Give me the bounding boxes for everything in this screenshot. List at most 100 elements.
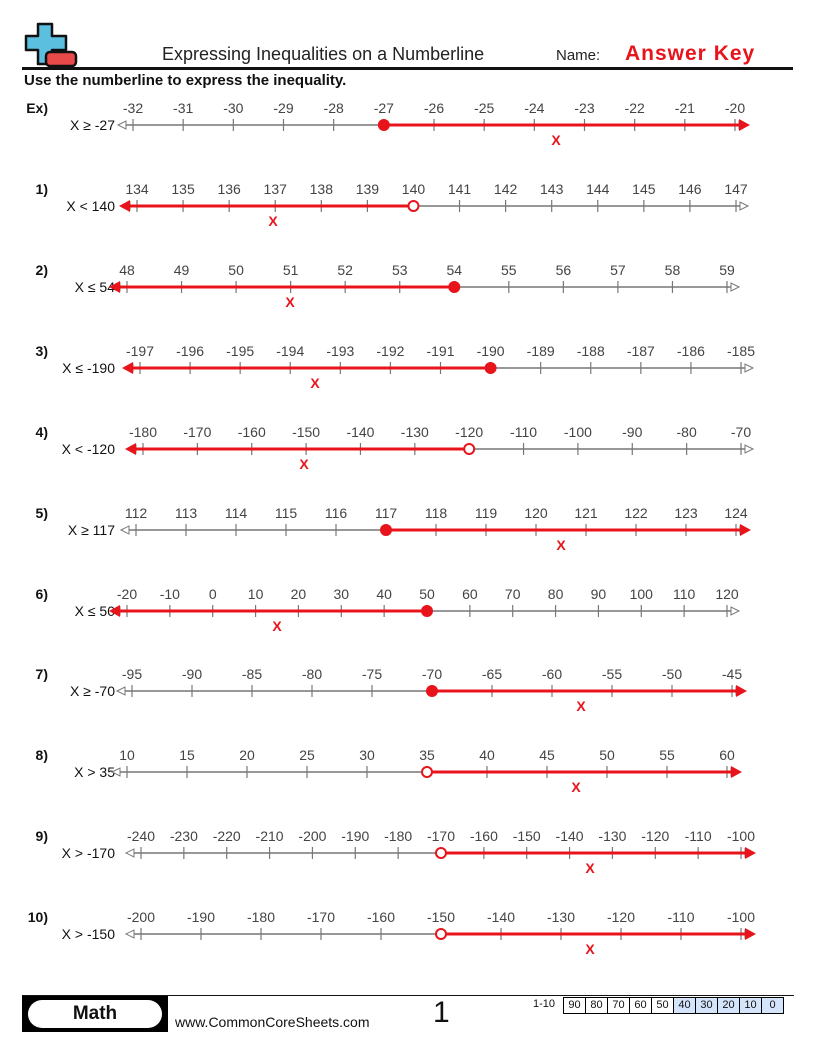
open-point xyxy=(407,200,420,212)
tick-label: -110 xyxy=(685,828,712,844)
problem-number: 9) xyxy=(35,828,48,844)
tick-label: 112 xyxy=(125,505,148,521)
open-point xyxy=(463,443,476,455)
tick-label: -230 xyxy=(170,828,198,844)
answer-mark: X xyxy=(299,456,309,472)
tick-label: 120 xyxy=(715,586,739,602)
inequality: X ≤ 54 xyxy=(74,279,115,295)
tick-label: -70 xyxy=(731,424,751,440)
tick-label: -100 xyxy=(727,909,755,925)
tick-label: 10 xyxy=(248,586,264,602)
inequality: X > -150 xyxy=(61,926,115,942)
answer-mark: X xyxy=(571,779,581,795)
solution-arrow-icon xyxy=(109,281,120,293)
tick-label: -150 xyxy=(427,909,455,925)
tick-label: -180 xyxy=(129,424,157,440)
tick-label: 20 xyxy=(291,586,307,602)
tick-label: 118 xyxy=(425,505,448,521)
solution-arrow-icon xyxy=(119,200,130,212)
closed-point xyxy=(426,685,438,697)
tick-label: -75 xyxy=(362,666,382,682)
right-arrow-icon xyxy=(739,201,750,211)
tick-label: 70 xyxy=(505,586,521,602)
left-arrow-icon xyxy=(110,767,121,777)
tick-label: -120 xyxy=(641,828,669,844)
left-arrow-icon xyxy=(124,848,135,858)
left-arrow-icon xyxy=(115,686,126,696)
tick-label: 122 xyxy=(624,505,648,521)
tick-label: -26 xyxy=(424,100,444,116)
tick-label: 114 xyxy=(225,505,248,521)
solution-arrow-icon xyxy=(125,443,136,455)
tick-label: 117 xyxy=(375,505,398,521)
tick-label: -31 xyxy=(173,100,193,116)
answer-mark: X xyxy=(272,618,282,634)
tick-label: -188 xyxy=(577,343,605,359)
inequality: X < -120 xyxy=(61,441,115,457)
problem-number: 3) xyxy=(35,343,48,359)
tick-label: 58 xyxy=(665,262,681,278)
tick-label: -187 xyxy=(627,343,655,359)
tick-label: -100 xyxy=(727,828,755,844)
tick-label: -120 xyxy=(607,909,635,925)
tick-label: -220 xyxy=(213,828,241,844)
solution-arrow-icon xyxy=(736,685,747,697)
score-cell: 40 xyxy=(673,998,695,1013)
tick-label: 56 xyxy=(556,262,572,278)
score-cell: 70 xyxy=(607,998,629,1013)
logo xyxy=(24,22,78,68)
tick-label: -120 xyxy=(455,424,483,440)
tick-label: -28 xyxy=(324,100,344,116)
tick-label: 110 xyxy=(673,586,696,602)
tick-label: 60 xyxy=(719,747,735,763)
tick-label: 51 xyxy=(283,262,299,278)
tick-label: 45 xyxy=(539,747,555,763)
tick-label: 121 xyxy=(574,505,598,521)
answer-mark: X xyxy=(556,537,566,553)
tick-label: 55 xyxy=(501,262,517,278)
tick-label: 30 xyxy=(359,747,375,763)
tick-label: -85 xyxy=(242,666,262,682)
answer-mark: X xyxy=(551,132,561,148)
tick-label: 10 xyxy=(119,747,135,763)
tick-label: -60 xyxy=(542,666,562,682)
problem-number: 7) xyxy=(35,666,48,682)
tick-label: 116 xyxy=(325,505,348,521)
tick-label: -90 xyxy=(622,424,642,440)
score-cell: 60 xyxy=(629,998,651,1013)
tick-label: 50 xyxy=(419,586,435,602)
tick-label: -160 xyxy=(470,828,498,844)
tick-label: -196 xyxy=(176,343,204,359)
problem-number: 2) xyxy=(35,262,48,278)
answer-mark: X xyxy=(576,698,586,714)
problem-number: 5) xyxy=(35,505,48,521)
inequality: X ≤ 50 xyxy=(74,603,115,619)
tick-label: -10 xyxy=(160,586,180,602)
solution-arrow-icon xyxy=(739,119,750,131)
tick-label: -25 xyxy=(474,100,494,116)
name-value: Answer Key xyxy=(625,42,756,65)
tick-label: 100 xyxy=(630,586,654,602)
problem-number: 10) xyxy=(27,909,48,925)
tick-label: -20 xyxy=(725,100,745,116)
score-cell: 50 xyxy=(651,998,673,1013)
tick-label: -55 xyxy=(602,666,622,682)
inequality: X ≤ -190 xyxy=(62,360,115,376)
closed-point xyxy=(380,524,392,536)
tick-label: -191 xyxy=(426,343,454,359)
subject-label: Math xyxy=(28,1000,162,1028)
tick-label: 138 xyxy=(310,181,334,197)
score-cell: 20 xyxy=(717,998,739,1013)
tick-label: -200 xyxy=(298,828,326,844)
tick-label: -186 xyxy=(677,343,705,359)
right-arrow-icon xyxy=(744,444,755,454)
tick-label: -100 xyxy=(564,424,592,440)
closed-point xyxy=(484,362,497,374)
tick-label: 140 xyxy=(402,181,426,197)
tick-label: 136 xyxy=(217,181,241,197)
tick-label: -70 xyxy=(422,666,442,682)
tick-label: 123 xyxy=(674,505,698,521)
closed-point xyxy=(377,119,390,131)
tick-label: 115 xyxy=(275,505,298,521)
left-arrow-icon xyxy=(124,929,135,939)
